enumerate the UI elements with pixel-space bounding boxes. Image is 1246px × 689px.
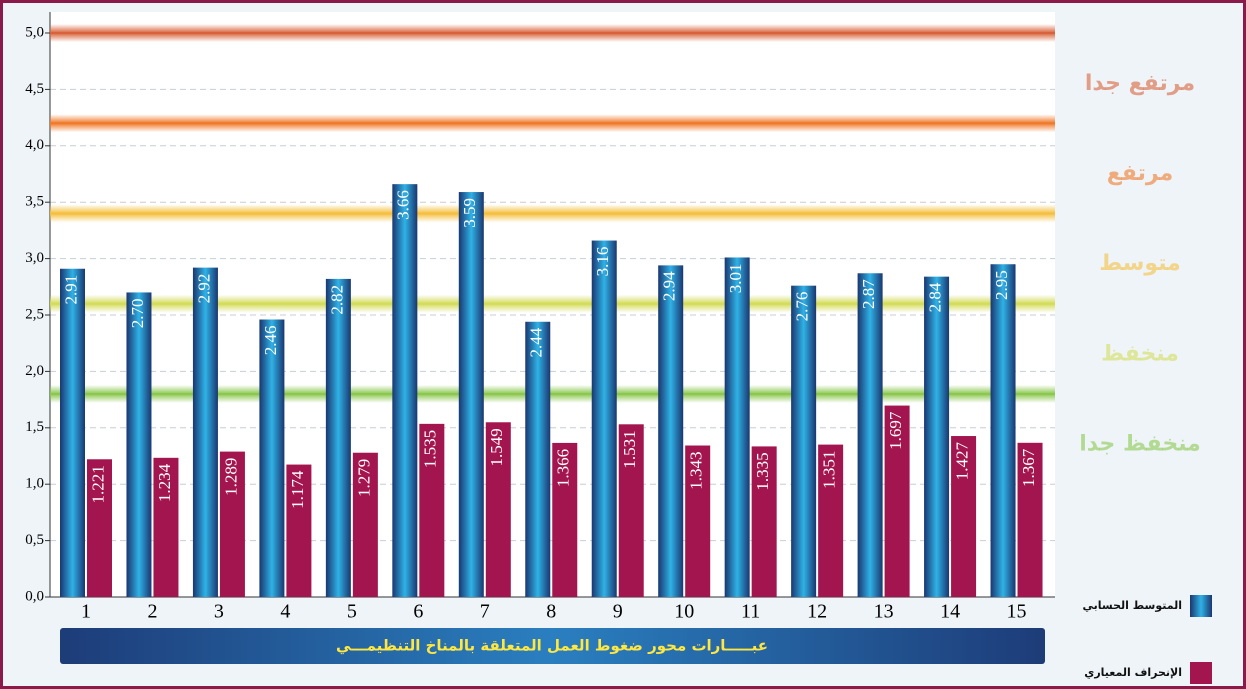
bar — [924, 276, 950, 597]
bar-label: 1.351 — [820, 451, 839, 489]
bar — [818, 444, 844, 597]
y-tick-label: 3,5 — [25, 194, 44, 210]
bar-label: 1.335 — [753, 452, 772, 490]
bar-label: 2.44 — [527, 327, 546, 357]
bar — [192, 267, 218, 597]
bar-label: 1.427 — [952, 442, 971, 481]
x-label: عبـــــارات محور ضغوط العمل المتعلقة بال… — [336, 637, 768, 655]
legend-swatch — [1190, 662, 1212, 684]
y-tick-label: 0,5 — [25, 532, 44, 548]
x-tick-label: 9 — [613, 601, 623, 623]
bar-label: 2.82 — [327, 285, 346, 315]
x-tick-label: 2 — [147, 601, 157, 623]
bar-label: 3.16 — [593, 247, 612, 277]
bar-label: 1.535 — [421, 430, 440, 468]
x-tick-label: 6 — [413, 601, 423, 623]
legend-label: الإنحراف المعياري — [1084, 666, 1182, 679]
level-label: مرتفع — [1107, 161, 1173, 186]
bar — [884, 405, 910, 597]
x-tick-label: 5 — [347, 601, 357, 623]
y-tick-label: 5,0 — [25, 24, 44, 40]
y-tick-label: 1,5 — [25, 419, 44, 435]
level-label: منخفظ — [1101, 341, 1179, 366]
x-tick-label: 1 — [81, 601, 91, 623]
bar — [751, 446, 777, 597]
bar-label: 1.234 — [155, 463, 174, 502]
bar — [1017, 442, 1043, 597]
level-label: متوسط — [1099, 251, 1181, 276]
y-tick-label: 4,0 — [25, 137, 44, 153]
bar — [485, 422, 511, 597]
x-tick-label: 7 — [480, 601, 490, 623]
bar-label: 2.76 — [793, 292, 812, 322]
bar — [724, 257, 750, 597]
bar-label: 1.549 — [487, 428, 506, 466]
level-label: منخفظ جدا — [1079, 432, 1201, 457]
bar-label: 1.366 — [554, 449, 573, 487]
bar-label: 3.66 — [394, 190, 413, 220]
bar — [219, 451, 245, 597]
bar — [352, 452, 378, 597]
bar-label: 2.87 — [859, 279, 878, 309]
x-tick-label: 11 — [741, 601, 760, 623]
bar — [153, 457, 179, 597]
legend-label: المتوسط الحسابي — [1083, 599, 1183, 612]
y-tick-label: 2,5 — [25, 306, 44, 322]
x-tick-label: 8 — [546, 601, 556, 623]
bar — [685, 445, 711, 597]
bar — [857, 273, 883, 597]
x-tick-label: 12 — [807, 601, 827, 623]
bar — [458, 192, 484, 597]
bar — [591, 240, 617, 597]
bar — [658, 265, 684, 597]
bar-label: 2.46 — [261, 326, 280, 356]
bar — [286, 464, 312, 597]
bar-label: 2.91 — [61, 275, 80, 305]
y-tick-label: 2,0 — [25, 363, 44, 379]
x-tick-label: 3 — [214, 601, 224, 623]
bar — [525, 321, 551, 597]
bar-label: 1.279 — [354, 459, 373, 497]
bar-label: 2.84 — [925, 282, 944, 312]
bar-label: 1.367 — [1019, 448, 1038, 487]
level-label: مرتفع جدا — [1085, 71, 1195, 96]
bar — [60, 268, 85, 597]
bar-label: 1.697 — [886, 411, 905, 450]
x-label-band — [60, 628, 1045, 664]
bar — [392, 184, 418, 598]
bar — [990, 264, 1016, 597]
x-tick-label: 4 — [280, 601, 290, 623]
legend-swatch — [1190, 595, 1212, 617]
bar-label: 2.92 — [194, 274, 213, 304]
bar-label: 1.531 — [620, 430, 639, 468]
bar — [419, 423, 445, 597]
y-tick-label: 3,0 — [25, 250, 44, 266]
bar-label: 3.01 — [726, 263, 745, 293]
bar — [951, 436, 977, 597]
bar — [325, 278, 351, 597]
bar — [87, 459, 112, 597]
y-tick-label: 1,0 — [25, 476, 44, 492]
x-tick-label: 13 — [874, 601, 894, 623]
x-tick-label: 15 — [1007, 601, 1027, 623]
bar-label: 1.343 — [687, 452, 706, 490]
bar-label: 2.70 — [128, 298, 147, 328]
x-tick-label: 14 — [940, 601, 960, 623]
bar — [126, 292, 152, 597]
bar-label: 3.59 — [460, 198, 479, 228]
bar-label: 2.94 — [660, 271, 679, 301]
bar-label: 1.289 — [221, 458, 240, 496]
bar — [259, 319, 285, 597]
bar — [618, 424, 644, 597]
bar — [552, 442, 578, 597]
bar-label: 2.95 — [992, 270, 1011, 300]
x-tick-label: 10 — [674, 601, 694, 623]
y-tick-label: 0,0 — [25, 588, 44, 604]
y-tick-label: 4,5 — [25, 81, 44, 97]
bar-label: 1.221 — [88, 465, 107, 503]
bar — [791, 285, 817, 597]
bar-label: 1.174 — [288, 470, 307, 509]
